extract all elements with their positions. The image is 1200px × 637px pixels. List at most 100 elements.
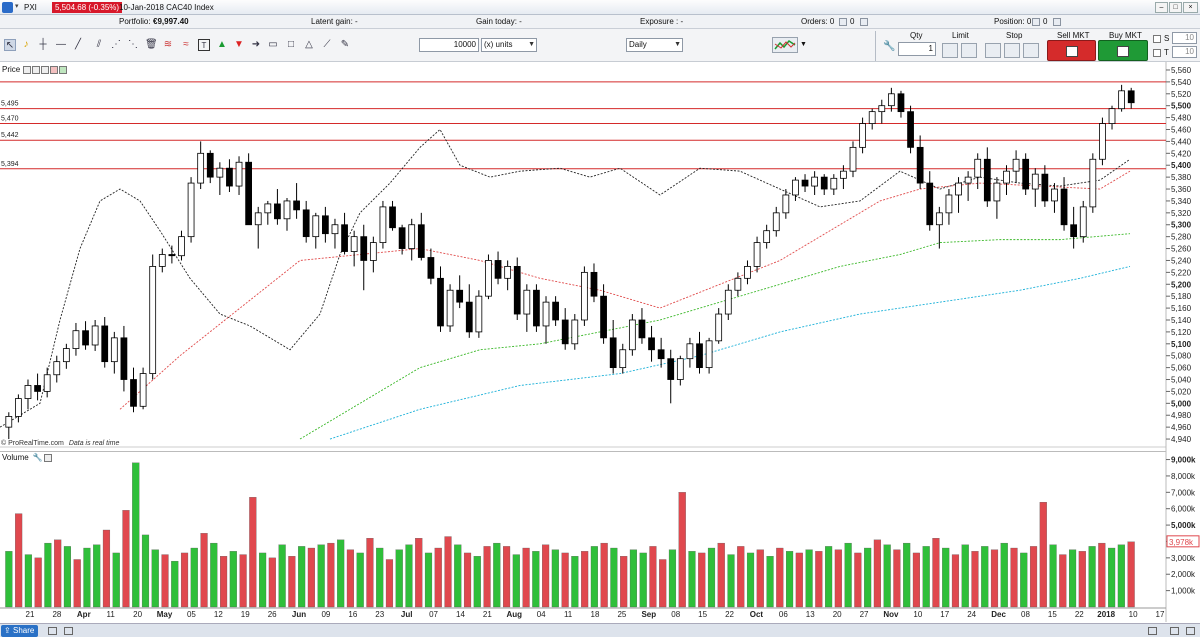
limit-buy-button[interactable] bbox=[942, 43, 958, 58]
horizontal-line-icon[interactable]: — bbox=[56, 39, 66, 50]
target-distance-input[interactable]: 10 bbox=[1172, 46, 1197, 58]
order-qty-input[interactable]: 1 bbox=[898, 42, 936, 56]
target-checkbox[interactable] bbox=[1153, 49, 1161, 57]
quantity-input[interactable]: 10000 bbox=[419, 38, 479, 52]
orders-list-icon[interactable] bbox=[858, 17, 868, 26]
orders-toggle-icon[interactable] bbox=[837, 17, 847, 26]
pencil-icon[interactable]: ✎ bbox=[340, 39, 350, 50]
zoom-out-icon[interactable] bbox=[1148, 627, 1157, 635]
candle-body bbox=[993, 182, 1001, 202]
moving-average-line bbox=[0, 128, 1131, 428]
bell-icon[interactable]: ♪ bbox=[23, 39, 29, 50]
volume-tick-label: 6,000k bbox=[1171, 505, 1196, 514]
volume-bar bbox=[288, 556, 296, 608]
candle bbox=[379, 200, 387, 249]
window-icon[interactable] bbox=[32, 65, 41, 74]
text-tool-icon[interactable]: T bbox=[198, 39, 210, 51]
candle-body bbox=[427, 257, 435, 279]
parallel-channel-icon[interactable]: ⫽ bbox=[96, 39, 102, 50]
close-icon[interactable] bbox=[43, 453, 52, 462]
settings-icon[interactable] bbox=[23, 65, 32, 74]
price-tick-label: 5,120 bbox=[1171, 328, 1192, 337]
triangle-icon[interactable]: △ bbox=[305, 39, 313, 50]
volume-bar bbox=[161, 554, 169, 608]
maximize-button[interactable]: □ bbox=[1169, 2, 1182, 13]
price-volume-chart[interactable]: 5,495 5,470 5,442 5,394 5,560 5,540 5,520 5,50… bbox=[0, 62, 1200, 622]
volume-bar bbox=[434, 547, 442, 608]
candle-body bbox=[648, 337, 655, 351]
stop-distance-input[interactable]: 10 bbox=[1172, 32, 1197, 44]
fibonacci-icon[interactable]: ≋ bbox=[163, 39, 173, 50]
volume-bar bbox=[746, 552, 755, 608]
candle-body bbox=[792, 179, 799, 196]
candle bbox=[1070, 206, 1078, 249]
close-icon[interactable] bbox=[41, 65, 50, 74]
stop-buy-button[interactable] bbox=[985, 43, 1001, 58]
wrench-icon[interactable]: 🔧 bbox=[32, 453, 43, 462]
stop-sell-button[interactable] bbox=[1004, 43, 1020, 58]
position-list-icon[interactable] bbox=[1051, 17, 1061, 26]
volume-bar bbox=[727, 554, 735, 608]
time-tick-label: 14 bbox=[456, 610, 465, 619]
volume-bar bbox=[542, 544, 550, 608]
square-icon[interactable]: □ bbox=[287, 39, 295, 50]
fit-icon[interactable] bbox=[1186, 627, 1195, 635]
limit-sell-button[interactable] bbox=[961, 43, 977, 58]
candle-body bbox=[1108, 108, 1116, 124]
candle bbox=[312, 212, 320, 249]
position-toggle-icon[interactable] bbox=[1030, 17, 1040, 26]
time-tick-label: 25 bbox=[617, 610, 626, 619]
minimize-button[interactable]: – bbox=[1155, 2, 1168, 13]
candle-body bbox=[34, 385, 41, 392]
stop-checkbox[interactable] bbox=[1153, 35, 1161, 43]
buy-market-button[interactable] bbox=[1098, 40, 1148, 61]
volume-bar bbox=[132, 462, 140, 608]
candle bbox=[571, 314, 579, 350]
grid-icon[interactable] bbox=[64, 627, 73, 635]
candle bbox=[676, 355, 684, 386]
wrench-icon[interactable]: 🔧 bbox=[883, 41, 896, 52]
candle bbox=[216, 162, 224, 195]
period-select[interactable]: Daily ▼ bbox=[626, 38, 683, 52]
arrow-down-icon[interactable]: ▼ bbox=[234, 39, 244, 50]
rectangle-icon[interactable]: ▭ bbox=[268, 39, 278, 50]
price-tick-label: 5,480 bbox=[1171, 114, 1192, 123]
volume-bar bbox=[1069, 549, 1077, 608]
sell-market-button[interactable] bbox=[1047, 40, 1096, 61]
volume-bar bbox=[825, 546, 833, 608]
cursor-cross-icon[interactable]: ┼ bbox=[39, 39, 47, 50]
fibonacci-fan-icon[interactable]: ≈ bbox=[183, 39, 189, 50]
add-icon[interactable] bbox=[59, 65, 68, 74]
candle-body bbox=[705, 340, 713, 369]
layout-icon[interactable] bbox=[48, 627, 57, 635]
gann-icon[interactable]: ⋱ bbox=[128, 39, 138, 50]
remove-icon[interactable] bbox=[50, 65, 59, 74]
volume-bar bbox=[942, 547, 950, 608]
candle-body bbox=[1079, 206, 1087, 238]
close-window-button[interactable]: × bbox=[1183, 2, 1198, 13]
share-button[interactable]: ⇪ Share bbox=[1, 625, 39, 637]
horizontal-line-label: 5,394 bbox=[1, 161, 19, 168]
arrow-right-icon[interactable]: ➜ bbox=[251, 39, 261, 50]
candle bbox=[1022, 153, 1030, 195]
units-select[interactable]: (x) units ▼ bbox=[481, 38, 537, 52]
window-menu-dropdown-icon[interactable]: ▾ bbox=[15, 3, 19, 10]
zoom-in-icon[interactable] bbox=[1170, 627, 1179, 635]
fan-lines-icon[interactable]: ⋰ bbox=[111, 39, 121, 50]
candle bbox=[1041, 165, 1049, 207]
trendline-icon[interactable]: ╱ bbox=[74, 39, 82, 50]
indicators-dropdown-icon[interactable]: ▼ bbox=[800, 41, 807, 48]
measure-icon[interactable]: ⟋ bbox=[323, 39, 331, 50]
candle bbox=[600, 284, 607, 344]
indicators-button[interactable] bbox=[772, 37, 798, 53]
candle-body bbox=[187, 182, 195, 238]
candle-body bbox=[72, 330, 80, 349]
candle-body bbox=[811, 176, 819, 187]
volume-bar bbox=[1059, 554, 1067, 608]
pointer-icon[interactable]: ↖ bbox=[4, 39, 16, 51]
time-tick-label: Dec bbox=[991, 610, 1006, 619]
arrow-up-icon[interactable]: ▲ bbox=[217, 39, 227, 50]
stop-options-button[interactable] bbox=[1023, 43, 1039, 58]
trash-icon[interactable]: 🗑 bbox=[145, 39, 158, 50]
candle bbox=[744, 260, 751, 285]
